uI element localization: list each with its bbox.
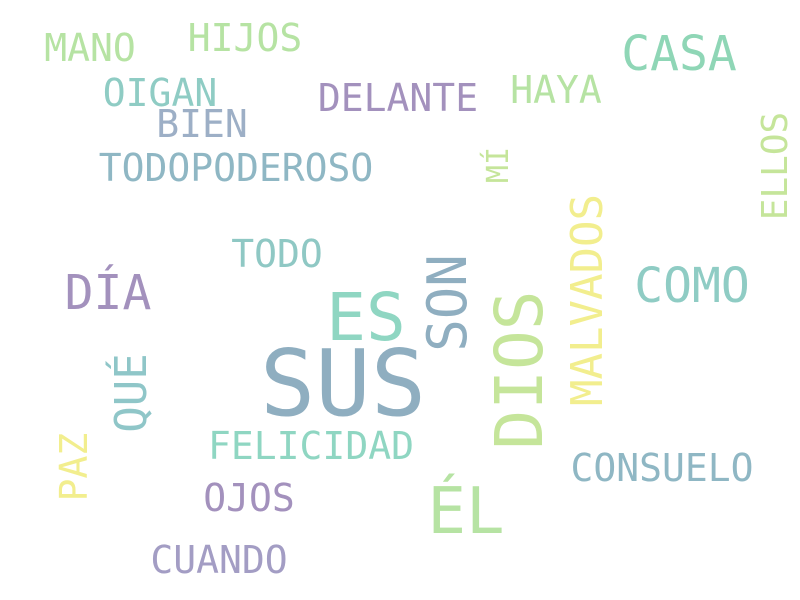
word-hijos: HIJOS: [187, 16, 303, 60]
word-sus: SUS: [259, 330, 427, 437]
word-dios: DIOS: [481, 290, 558, 450]
word-cuando: CUANDO: [150, 538, 288, 582]
word-bien: BIEN: [156, 102, 248, 146]
word-haya: HAYA: [510, 68, 602, 112]
word-el: ÉL: [427, 475, 505, 549]
word-casa: CASA: [621, 26, 737, 82]
word-son: SON: [416, 254, 479, 352]
word-todo: TODO: [231, 232, 323, 276]
word-que: QUÉ: [106, 353, 157, 433]
word-ojos: OJOS: [203, 476, 295, 520]
word-todopoderoso: TODOPODEROSO: [98, 146, 374, 190]
word-consuelo: CONSUELO: [570, 446, 754, 490]
word-oigan: OIGAN: [102, 71, 218, 115]
word-delante: DELANTE: [317, 76, 479, 120]
word-dia: DÍA: [64, 265, 152, 321]
word-malvados: MALVADOS: [562, 194, 613, 406]
word-ellos: ELLOS: [755, 111, 796, 221]
word-paz: PAZ: [52, 432, 96, 502]
word-es: ES: [326, 279, 406, 356]
word-felicidad: FELICIDAD: [208, 424, 414, 468]
word-como: COMO: [634, 258, 750, 314]
word-mano: MANO: [44, 26, 136, 70]
word-mi: MÍ: [481, 146, 516, 184]
